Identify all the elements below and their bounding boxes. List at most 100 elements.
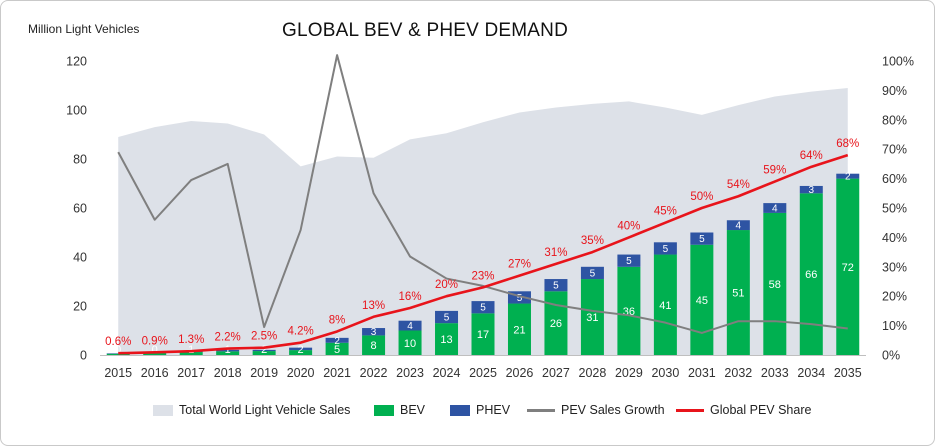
data-label-phev-2027: 5 <box>553 281 559 292</box>
bar-bev-2024 <box>435 323 459 355</box>
y-tick-left-80: 80 <box>73 153 87 167</box>
x-tick-2028: 2028 <box>579 366 607 380</box>
y-tick-right-0%: 0% <box>882 349 900 363</box>
data-label-bev-2034: 66 <box>805 269 817 281</box>
data-label-bev-2024: 13 <box>440 334 452 346</box>
bar-bev-2026 <box>507 303 531 355</box>
x-tick-2022: 2022 <box>360 366 388 380</box>
bar-phev-2035 <box>836 173 860 179</box>
data-label-share-2031: 50% <box>690 191 713 203</box>
data-label-phev-2031: 5 <box>699 234 705 245</box>
bar-bev-2015 <box>106 353 130 355</box>
legend-swatch-phev <box>450 404 470 416</box>
data-label-phev-2025: 5 <box>480 303 486 314</box>
data-label-phev-2024: 5 <box>444 313 450 324</box>
bar-phev-2025 <box>471 301 495 314</box>
data-label-phev-2029: 5 <box>626 256 632 267</box>
bar-phev-2019 <box>252 349 276 352</box>
y-tick-right-30%: 30% <box>882 260 907 274</box>
legend-item-bev: BEV <box>374 403 425 417</box>
bar-phev-2020 <box>289 347 313 351</box>
legend-label-total-sales: Total World Light Vehicle Sales <box>179 403 351 417</box>
y-tick-right-40%: 40% <box>882 231 907 245</box>
bar-bev-2025 <box>471 313 495 355</box>
bar-bev-2027 <box>544 291 568 355</box>
data-label-bev-2035: 72 <box>842 262 854 274</box>
data-label-share-2019: 2.5% <box>251 331 277 343</box>
x-tick-2019: 2019 <box>250 366 278 380</box>
y-tick-right-100%: 100% <box>882 55 914 69</box>
x-tick-2023: 2023 <box>396 366 424 380</box>
data-label-phev-2023: 4 <box>407 321 413 332</box>
bar-bev-2031 <box>690 244 714 355</box>
data-label-bev-2028: 31 <box>586 312 598 324</box>
data-label-bev-2032: 51 <box>732 288 744 300</box>
data-label-share-2027: 31% <box>544 247 567 259</box>
x-tick-2033: 2033 <box>761 366 789 380</box>
data-label-share-2024: 20% <box>435 279 458 291</box>
legend-swatch-pev-share <box>676 408 704 412</box>
bar-bev-2016 <box>143 353 167 355</box>
data-label-phev-2035: 2 <box>845 172 851 183</box>
x-tick-2029: 2029 <box>615 366 643 380</box>
x-tick-2021: 2021 <box>323 366 351 380</box>
legend-label-bev: BEV <box>400 403 426 417</box>
bar-bev-2023 <box>398 330 422 355</box>
x-tick-2026: 2026 <box>506 366 534 380</box>
y-tick-left-100: 100 <box>66 104 87 118</box>
data-label-phev-2026: 5 <box>517 293 523 304</box>
line-global-pev-share <box>118 153 849 355</box>
y-tick-left-0: 0 <box>80 349 87 363</box>
y-tick-right-70%: 70% <box>882 143 907 157</box>
x-tick-2017: 2017 <box>177 366 205 380</box>
data-label-bev-2020: 2 <box>298 344 304 356</box>
data-label-bev-2018: 1 <box>225 344 231 356</box>
bar-phev-2023 <box>398 320 422 331</box>
bar-bev-2019 <box>252 351 276 355</box>
bar-bev-2021 <box>325 342 349 355</box>
y-tick-right-50%: 50% <box>882 202 907 216</box>
data-label-share-2032: 54% <box>727 179 750 191</box>
bar-bev-2020 <box>289 350 313 355</box>
x-tick-2024: 2024 <box>433 366 461 380</box>
bar-phev-2029 <box>617 254 641 267</box>
data-label-share-2023: 16% <box>399 291 422 303</box>
y-tick-right-90%: 90% <box>882 84 907 98</box>
legend-label-pev-share: Global PEV Share <box>710 403 812 417</box>
data-label-share-2020: 4.2% <box>288 326 314 338</box>
bar-phev-2022 <box>362 328 386 336</box>
data-label-share-2015: 0.6% <box>105 336 131 348</box>
x-tick-2027: 2027 <box>542 366 570 380</box>
data-label-bev-2021: 5 <box>334 344 340 356</box>
chart-title: GLOBAL BEV & PHEV DEMAND <box>282 20 569 41</box>
x-tick-2018: 2018 <box>214 366 242 380</box>
data-label-bev-2025: 17 <box>477 329 489 341</box>
data-label-phev-2028: 5 <box>590 268 596 279</box>
y-tick-left-40: 40 <box>73 251 87 265</box>
y-tick-left-60: 60 <box>73 202 87 216</box>
data-label-phev-2034: 3 <box>809 185 815 196</box>
x-tick-2020: 2020 <box>287 366 315 380</box>
bar-bev-2029 <box>617 266 641 355</box>
data-label-share-2030: 45% <box>654 206 677 218</box>
y-tick-right-20%: 20% <box>882 290 907 304</box>
bar-phev-2024 <box>435 310 459 324</box>
x-tick-2030: 2030 <box>651 366 679 380</box>
data-label-phev-2030: 5 <box>663 244 669 255</box>
x-tick-2016: 2016 <box>141 366 169 380</box>
x-tick-2035: 2035 <box>834 366 862 380</box>
bar-bev-2033 <box>763 212 787 355</box>
data-label-share-2017: 1.3% <box>178 334 204 346</box>
data-label-share-2035: 68% <box>836 138 859 150</box>
x-tick-2015: 2015 <box>104 366 132 380</box>
data-label-bev-2030: 41 <box>659 300 671 312</box>
bar-bev-2017 <box>179 352 203 355</box>
y-tick-left-120: 120 <box>66 55 87 69</box>
data-label-bev-2016: 0 <box>152 344 158 356</box>
bar-phev-2034 <box>799 185 823 194</box>
y-axis-label: Million Light Vehicles <box>28 22 140 36</box>
legend-label-sales-growth: PEV Sales Growth <box>561 403 665 417</box>
bar-bev-2018 <box>216 351 240 355</box>
legend-swatch-total-sales <box>153 404 173 416</box>
